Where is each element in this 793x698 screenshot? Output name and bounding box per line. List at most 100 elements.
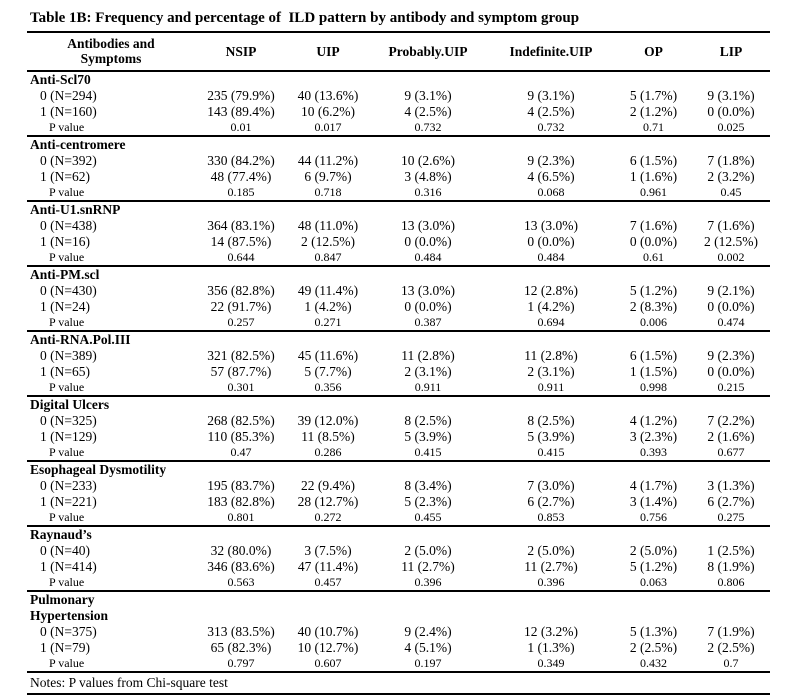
table-cell: 0.47 — [230, 445, 252, 459]
table-cell: 47 (11.4%) — [297, 559, 359, 574]
table-cell: 5 (1.2%) — [629, 283, 678, 298]
row-label: 1 (N=129) — [40, 429, 97, 444]
table-cell: 4 (2.5%) — [404, 104, 452, 119]
table-cell: 0 (0.0%) — [404, 234, 452, 249]
table-cell: 4 (1.2%) — [629, 413, 678, 428]
table-cell: 183 (82.8%) — [207, 494, 275, 509]
table-cell: 1 (4.2%) — [527, 299, 575, 314]
table-cell: 9 (3.1%) — [707, 88, 755, 103]
group-row: 1 (N=414) 346 (83.6%) 47 (11.4%) 11 (2.7%) 1… — [27, 559, 770, 575]
table-cell: 321 (82.5%) — [207, 348, 275, 363]
table-cell: 7 (3.0%) — [527, 478, 575, 493]
column-header: Probably.UIP — [388, 43, 468, 59]
table-cell: 8 (1.9%) — [707, 559, 755, 574]
table-cell: 0.455 — [414, 510, 442, 524]
table-cell: 0.677 — [717, 445, 745, 459]
table-cell: 6 (1.5%) — [629, 153, 678, 168]
row-label: 0 (N=392) — [40, 153, 97, 168]
table-cell: 0.025 — [717, 120, 745, 134]
table-cell: 7 (1.9%) — [707, 624, 755, 639]
table-cell: 7 (1.8%) — [707, 153, 755, 168]
group-row: 1 (N=16) 14 (87.5%) 2 (12.5%) 0 (0.0%) 0 (0.… — [27, 234, 770, 250]
table-cell: 0.484 — [537, 250, 565, 264]
p-value-row: P value 0.47 0.286 0.415 0.415 0.393 0.677 — [27, 445, 770, 461]
group-row: 1 (N=65) 57 (87.7%) 5 (7.7%) 2 (3.1%) 2 (3.1… — [27, 364, 770, 380]
table-cell: 0.474 — [717, 315, 745, 329]
table-cell: 0 (0.0%) — [527, 234, 575, 249]
section-name: Anti-PM.scl — [30, 267, 100, 282]
section-name: Esophageal Dysmotility — [30, 462, 167, 477]
row-label: 1 (N=24) — [40, 299, 90, 314]
table-cell: 9 (3.1%) — [404, 88, 452, 103]
table-cell: 2 (3.1%) — [404, 364, 452, 379]
row-label: P value — [49, 510, 85, 524]
table-cell: 40 (13.6%) — [297, 88, 359, 103]
table-cell: 0.961 — [640, 185, 667, 199]
table-cell: 0 (0.0%) — [629, 234, 678, 249]
table-title: Table 1B: Frequency and percentage of IL… — [27, 7, 770, 33]
table-cell: 0.272 — [314, 510, 342, 524]
row-label: 1 (N=414) — [40, 559, 97, 574]
table-cell: 364 (83.1%) — [207, 218, 275, 233]
table-cell: 330 (84.2%) — [207, 153, 275, 168]
table-cell: 235 (79.9%) — [207, 88, 275, 103]
table-cell: 4 (2.5%) — [527, 104, 575, 119]
table-cell: 1 (4.2%) — [304, 299, 352, 314]
row-label: 1 (N=79) — [40, 640, 90, 655]
table-cell: 0.432 — [640, 656, 667, 670]
table-cell: 6 (2.7%) — [707, 494, 755, 509]
table-cell: 11 (2.7%) — [524, 559, 578, 574]
table-cell: 2 (3.2%) — [707, 169, 755, 184]
section-header-row: Anti-centromere — [27, 136, 770, 153]
ild-pattern-table: Antibodies and Symptoms NSIP UIP Probably.U… — [27, 33, 770, 673]
table-cell: 0.853 — [537, 510, 565, 524]
table-cell: 13 (3.0%) — [524, 218, 578, 233]
section-name: Pulmonary Hypertension — [30, 592, 109, 623]
table-cell: 0.387 — [414, 315, 442, 329]
row-label: 1 (N=160) — [40, 104, 97, 119]
table-cell: 9 (3.1%) — [527, 88, 575, 103]
table-cell: 0.017 — [314, 120, 342, 134]
table-cell: 143 (89.4%) — [207, 104, 275, 119]
table-cell: 1 (1.5%) — [629, 364, 678, 379]
row-label: P value — [49, 575, 85, 589]
antibody-section: Anti-U1.snRNP 0 (N=438) 364 (83.1%) 48 (11.… — [27, 201, 770, 266]
table-cell: 0 (0.0%) — [707, 299, 755, 314]
row-label: P value — [49, 315, 85, 329]
table-cell: 7 (1.6%) — [629, 218, 678, 233]
group-row: 0 (N=40) 32 (80.0%) 3 (7.5%) 2 (5.0%) 2 (5.0… — [27, 543, 770, 559]
table-cell: 3 (1.3%) — [707, 478, 755, 493]
table-cell: 0 (0.0%) — [707, 104, 755, 119]
table-cell: 0.271 — [314, 315, 342, 329]
group-row: 0 (N=294) 235 (79.9%) 40 (13.6%) 9 (3.1%) 9 … — [27, 88, 770, 104]
table-cell: 0.006 — [640, 315, 667, 329]
table-cell: 0.197 — [414, 656, 442, 670]
row-label: P value — [49, 250, 85, 264]
row-label: P value — [49, 380, 85, 394]
table-cell: 0.7 — [723, 656, 739, 670]
table-cell: 45 (11.6%) — [297, 348, 359, 363]
row-label: P value — [49, 120, 85, 134]
table-cell: 0.45 — [720, 185, 742, 199]
table-cell: 11 (2.8%) — [524, 348, 578, 363]
table-cell: 9 (2.3%) — [707, 348, 755, 363]
table-cell: 1 (1.6%) — [629, 169, 678, 184]
group-row: 0 (N=375) 313 (83.5%) 40 (10.7%) 9 (2.4%) 12… — [27, 624, 770, 640]
table-cell: 0.911 — [414, 380, 442, 394]
row-label: 0 (N=389) — [40, 348, 97, 363]
table-cell: 0.349 — [537, 656, 565, 670]
section-header-row: Esophageal Dysmotility — [27, 461, 770, 478]
table-cell: 0.415 — [414, 445, 442, 459]
table-cell: 2 (3.1%) — [527, 364, 575, 379]
table-cell: 0.257 — [227, 315, 255, 329]
p-value-row: P value 0.257 0.271 0.387 0.694 0.006 0.474 — [27, 315, 770, 331]
table-cell: 0.457 — [314, 575, 342, 589]
section-header-row: Raynaud’s — [27, 526, 770, 543]
section-header-row: Anti-RNA.Pol.III — [27, 331, 770, 348]
row-label: P value — [49, 185, 85, 199]
section-name: Anti-centromere — [30, 137, 126, 152]
section-name: Digital Ulcers — [30, 397, 110, 412]
row-label: 0 (N=375) — [40, 624, 97, 639]
table-cell: 0.356 — [314, 380, 342, 394]
table-cell: 0.847 — [314, 250, 342, 264]
